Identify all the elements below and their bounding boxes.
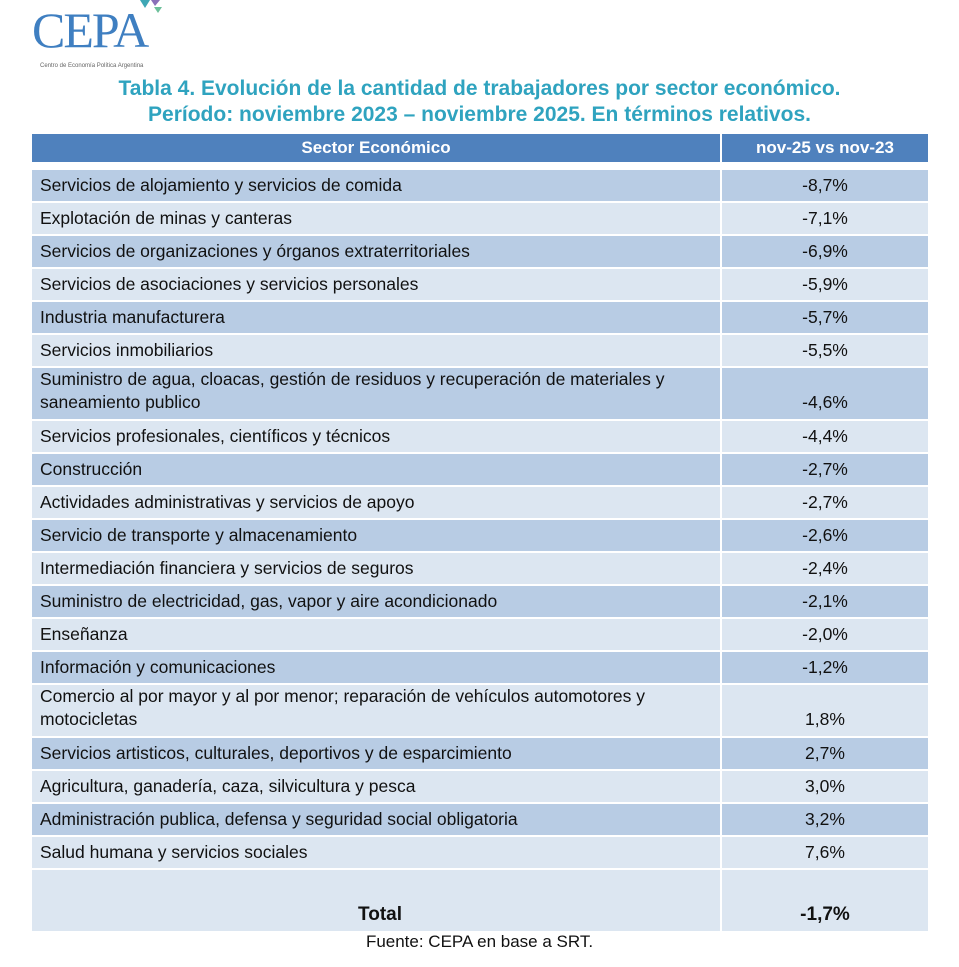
sector-cell: Información y comunicaciones	[32, 651, 721, 685]
value-cell: -2,1%	[720, 585, 928, 619]
sector-cell: Servicios de asociaciones y servicios pe…	[32, 268, 721, 302]
sector-cell: Agricultura, ganadería, caza, silvicultu…	[32, 770, 721, 804]
table-row: Suministro de agua, cloacas, gestión de …	[32, 367, 928, 421]
value-cell: -8,7%	[720, 169, 928, 203]
table-title: Tabla 4. Evolución de la cantidad de tra…	[0, 76, 959, 128]
title-line-1: Tabla 4. Evolución de la cantidad de tra…	[118, 77, 841, 100]
sector-cell: Industria manufacturera	[32, 301, 721, 335]
table-row: Explotación de minas y canteras -7,1%	[32, 202, 928, 236]
table-row: Información y comunicaciones -1,2%	[32, 651, 928, 685]
sector-cell: Servicios de organizaciones y órganos ex…	[32, 235, 721, 269]
value-cell: -5,7%	[720, 301, 928, 335]
header-change: nov-25 vs nov-23	[721, 134, 928, 162]
cepa-logo: CEPA Centro de Economía Política Argenti…	[32, 0, 172, 72]
table-row: Servicios profesionales, científicos y t…	[32, 420, 928, 454]
sector-cell: Salud humana y servicios sociales	[32, 836, 721, 870]
value-cell: -2,7%	[720, 453, 928, 487]
table-row: Intermediación financiera y servicios de…	[32, 552, 928, 586]
value-cell: -7,1%	[720, 202, 928, 236]
value-cell: -4,6%	[720, 367, 928, 421]
sector-table: Sector Económico nov-25 vs nov-23 Servic…	[32, 134, 928, 933]
table-row: Agricultura, ganadería, caza, silvicultu…	[32, 770, 928, 804]
value-cell: -5,5%	[720, 334, 928, 368]
logo-subtitle: Centro de Economía Política Argentina	[40, 63, 144, 69]
header-row: Sector Económico nov-25 vs nov-23	[32, 134, 928, 162]
value-cell: 3,2%	[720, 803, 928, 837]
total-label: Total	[32, 869, 721, 933]
sector-cell: Suministro de electricidad, gas, vapor y…	[32, 585, 721, 619]
value-cell: -5,9%	[720, 268, 928, 302]
sector-cell: Servicios inmobiliarios	[32, 334, 721, 368]
table-row: Enseñanza -2,0%	[32, 618, 928, 652]
sector-cell: Enseñanza	[32, 618, 721, 652]
table-row: Servicios artisticos, culturales, deport…	[32, 737, 928, 771]
sector-cell: Explotación de minas y canteras	[32, 202, 721, 236]
sector-cell: Servicios de alojamiento y servicios de …	[32, 169, 721, 203]
value-cell: -4,4%	[720, 420, 928, 454]
sector-cell: Construcción	[32, 453, 721, 487]
title-line-2: Período: noviembre 2023 – noviembre 2025…	[148, 103, 811, 126]
value-cell: -2,4%	[720, 552, 928, 586]
table-row: Servicio de transporte y almacenamiento -…	[32, 519, 928, 553]
table-row: Actividades administrativas y servicios …	[32, 486, 928, 520]
value-cell: 2,7%	[720, 737, 928, 771]
source-note: Fuente: CEPA en base a SRT.	[365, 932, 594, 951]
table-row: Industria manufacturera -5,7%	[32, 301, 928, 335]
header-sector: Sector Económico	[32, 134, 722, 162]
table-row: Suministro de electricidad, gas, vapor y…	[32, 585, 928, 619]
value-cell: 1,8%	[720, 684, 928, 738]
value-cell: -6,9%	[720, 235, 928, 269]
logo-triangles-icon	[140, 0, 162, 13]
spacer	[32, 162, 928, 170]
table-row: Salud humana y servicios sociales 7,6%	[32, 836, 928, 870]
table-row: Administración publica, defensa y seguri…	[32, 803, 928, 837]
sector-cell: Actividades administrativas y servicios …	[32, 486, 721, 520]
sector-cell: Servicios profesionales, científicos y t…	[32, 420, 721, 454]
value-cell: -2,6%	[720, 519, 928, 553]
value-cell: -2,7%	[720, 486, 928, 520]
sector-cell: Suministro de agua, cloacas, gestión de …	[32, 367, 721, 421]
table-row: Servicios de asociaciones y servicios pe…	[32, 268, 928, 302]
table-row: Servicios de organizaciones y órganos ex…	[32, 235, 928, 269]
sector-cell: Intermediación financiera y servicios de…	[32, 552, 721, 586]
sector-cell: Comercio al por mayor y al por menor; re…	[32, 684, 721, 738]
table-row: Comercio al por mayor y al por menor; re…	[32, 684, 928, 738]
sector-cell: Servicio de transporte y almacenamiento	[32, 519, 721, 553]
value-cell: 7,6%	[720, 836, 928, 870]
total-row: Total -1,7%	[32, 869, 928, 933]
table-row: Servicios de alojamiento y servicios de …	[32, 169, 928, 203]
value-cell: 3,0%	[720, 770, 928, 804]
value-cell: -2,0%	[720, 618, 928, 652]
table-row: Construcción -2,7%	[32, 453, 928, 487]
logo-text: CEPA	[32, 2, 149, 58]
total-value: -1,7%	[720, 869, 928, 933]
table-row: Servicios inmobiliarios -5,5%	[32, 334, 928, 368]
value-cell: -1,2%	[720, 651, 928, 685]
sector-cell: Administración publica, defensa y seguri…	[32, 803, 721, 837]
sector-cell: Servicios artisticos, culturales, deport…	[32, 737, 721, 771]
